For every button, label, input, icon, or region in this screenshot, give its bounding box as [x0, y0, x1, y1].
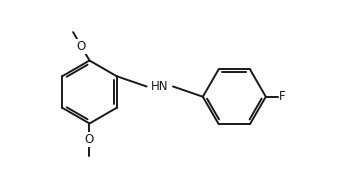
- Text: F: F: [279, 90, 285, 103]
- Text: O: O: [77, 40, 86, 53]
- Text: HN: HN: [151, 80, 169, 93]
- Text: O: O: [85, 133, 94, 146]
